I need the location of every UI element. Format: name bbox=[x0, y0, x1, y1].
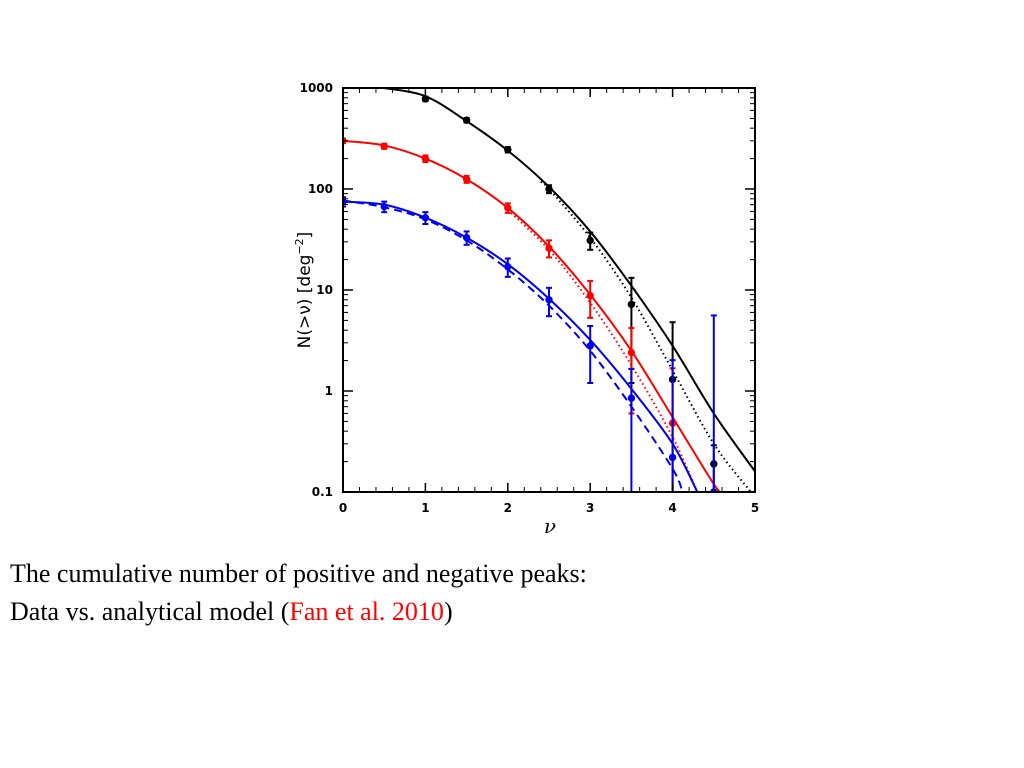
slide-caption: The cumulative number of positive and ne… bbox=[10, 555, 1010, 631]
x-tick-label: 3 bbox=[586, 501, 594, 515]
black-model-solid-line bbox=[384, 88, 755, 472]
black-model-dotted-line bbox=[540, 180, 752, 492]
blue-data-point bbox=[504, 263, 512, 271]
black-data-point bbox=[545, 185, 553, 193]
red-data-point bbox=[586, 291, 594, 300]
caption-line-2: Data vs. analytical model (Fan et al. 20… bbox=[10, 593, 1010, 631]
x-tick-label: 5 bbox=[751, 501, 759, 515]
red-series bbox=[343, 137, 723, 492]
cumulative-peaks-chart: 0 1 2 3 4 5 0.1 1 10 100 1000 ν N(>ν) [deg−2] bbox=[293, 81, 760, 538]
black-data-point bbox=[627, 300, 636, 309]
blue-data-point bbox=[462, 233, 471, 242]
black-data-point bbox=[504, 145, 512, 154]
red-data-point bbox=[627, 348, 636, 357]
red-data-point bbox=[462, 175, 471, 183]
y-tick-label: 1000 bbox=[300, 81, 333, 95]
citation-link[interactable]: Fan et al. 2010 bbox=[289, 597, 444, 626]
blue-data-point bbox=[668, 453, 677, 462]
caption-suffix: ) bbox=[443, 597, 453, 626]
red-data-point bbox=[421, 154, 430, 163]
x-tick-label: 4 bbox=[668, 501, 676, 515]
blue-data-point bbox=[627, 394, 636, 402]
y-axis-title: N(>ν) [deg−2] bbox=[293, 232, 315, 349]
red-data-point bbox=[380, 142, 388, 150]
blue-data-point bbox=[545, 296, 553, 304]
x-tick-label: 1 bbox=[421, 501, 429, 515]
x-axis-title: ν bbox=[544, 514, 556, 538]
y-tick-label: 1 bbox=[325, 384, 333, 398]
caption-line-1: The cumulative number of positive and ne… bbox=[10, 559, 587, 588]
black-series bbox=[384, 88, 755, 492]
red-data-point bbox=[545, 244, 553, 252]
black-data-point bbox=[586, 236, 594, 245]
y-tick-label: 0.1 bbox=[312, 485, 333, 499]
blue-model-dashed-line bbox=[343, 199, 684, 492]
blue-data-point bbox=[421, 213, 430, 222]
blue-model-solid-line bbox=[343, 200, 699, 492]
caption-prefix: Data vs. analytical model ( bbox=[10, 597, 290, 626]
chart-marks bbox=[343, 88, 755, 492]
red-data-point bbox=[504, 204, 512, 212]
axis-ticks: 0 1 2 3 4 5 0.1 1 10 100 1000 bbox=[300, 81, 760, 515]
red-model-solid-line bbox=[343, 139, 723, 492]
y-tick-label: 10 bbox=[316, 283, 333, 297]
blue-series bbox=[343, 196, 718, 492]
blue-data-point bbox=[380, 202, 388, 211]
blue-data-point bbox=[586, 342, 594, 350]
y-tick-label: 100 bbox=[308, 182, 333, 196]
x-tick-label: 2 bbox=[504, 501, 512, 515]
x-tick-label: 0 bbox=[339, 501, 347, 515]
red-model-dotted-line bbox=[507, 209, 699, 492]
black-data-point bbox=[462, 116, 471, 124]
